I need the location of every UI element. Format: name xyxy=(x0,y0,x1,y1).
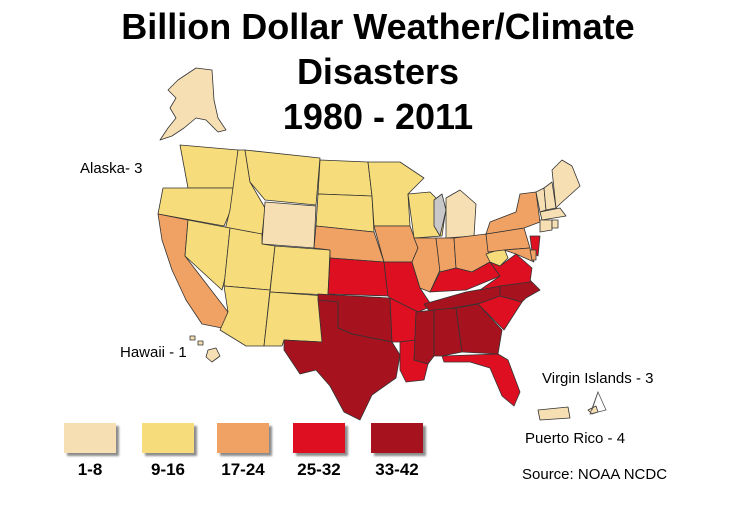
state-hawaii xyxy=(205,347,221,363)
title-line-2: Disasters xyxy=(296,51,460,92)
state-hawaii-islet-2 xyxy=(197,340,204,346)
state-florida xyxy=(441,353,521,407)
state-wyoming xyxy=(261,201,317,249)
state-michigan xyxy=(445,189,477,239)
state-new-york xyxy=(485,191,541,235)
state-delaware xyxy=(529,249,537,261)
state-minnesota xyxy=(367,161,425,227)
state-nevada xyxy=(184,219,231,291)
state-mississippi xyxy=(413,309,435,365)
legend-label-3: 17-24 xyxy=(221,460,265,479)
state-texas xyxy=(283,299,401,421)
territory-puerto-rico xyxy=(537,406,571,421)
state-great-lake xyxy=(433,193,447,237)
state-indiana xyxy=(435,237,457,273)
title-line-3: 1980 - 2011 xyxy=(282,96,474,137)
state-montana xyxy=(244,149,321,206)
map-title: Billion Dollar Weather/Climate Disasters… xyxy=(0,4,756,139)
state-oregon xyxy=(157,187,236,227)
legend-swatch-3 xyxy=(217,423,269,453)
state-north-dakota xyxy=(317,159,373,197)
legend-swatch-1 xyxy=(64,423,116,453)
legend-label-4: 25-32 xyxy=(297,460,341,479)
state-georgia xyxy=(455,303,503,355)
title-line-1: Billion Dollar Weather/Climate xyxy=(121,6,635,47)
state-connecticut xyxy=(539,219,553,233)
legend-swatch-2 xyxy=(142,423,194,453)
legend-swatch-5 xyxy=(371,423,423,453)
state-rhode-island xyxy=(551,219,559,229)
legend-label-2: 9-16 xyxy=(150,460,186,479)
label-hawaii: Hawaii - 1 xyxy=(120,344,187,361)
label-alaska: Alaska- 3 xyxy=(80,160,143,177)
label-virgin-islands: Virgin Islands - 3 xyxy=(542,370,654,387)
state-massachusetts xyxy=(539,207,567,221)
legend-label-5: 33-42 xyxy=(375,460,419,479)
label-puerto-rico: Puerto Rico - 4 xyxy=(525,430,626,447)
state-new-mexico xyxy=(263,291,327,347)
state-alabama xyxy=(433,307,463,357)
state-colorado xyxy=(269,245,331,296)
state-alaska xyxy=(159,67,227,141)
source-note: Source: NOAA NCDC xyxy=(522,466,668,483)
state-kentucky xyxy=(429,261,501,293)
state-arizona xyxy=(219,285,271,347)
state-south-dakota xyxy=(315,193,375,233)
state-maine xyxy=(551,159,581,209)
state-hawaii-islet-1 xyxy=(189,335,196,341)
state-washington xyxy=(179,144,239,189)
state-virginia xyxy=(479,253,533,291)
legend-label-1: 1-8 xyxy=(77,460,103,479)
legend-swatch-4 xyxy=(293,423,345,453)
state-kansas xyxy=(327,257,389,297)
state-maryland xyxy=(503,247,535,263)
virgin-islands-inset-outline xyxy=(589,390,607,415)
